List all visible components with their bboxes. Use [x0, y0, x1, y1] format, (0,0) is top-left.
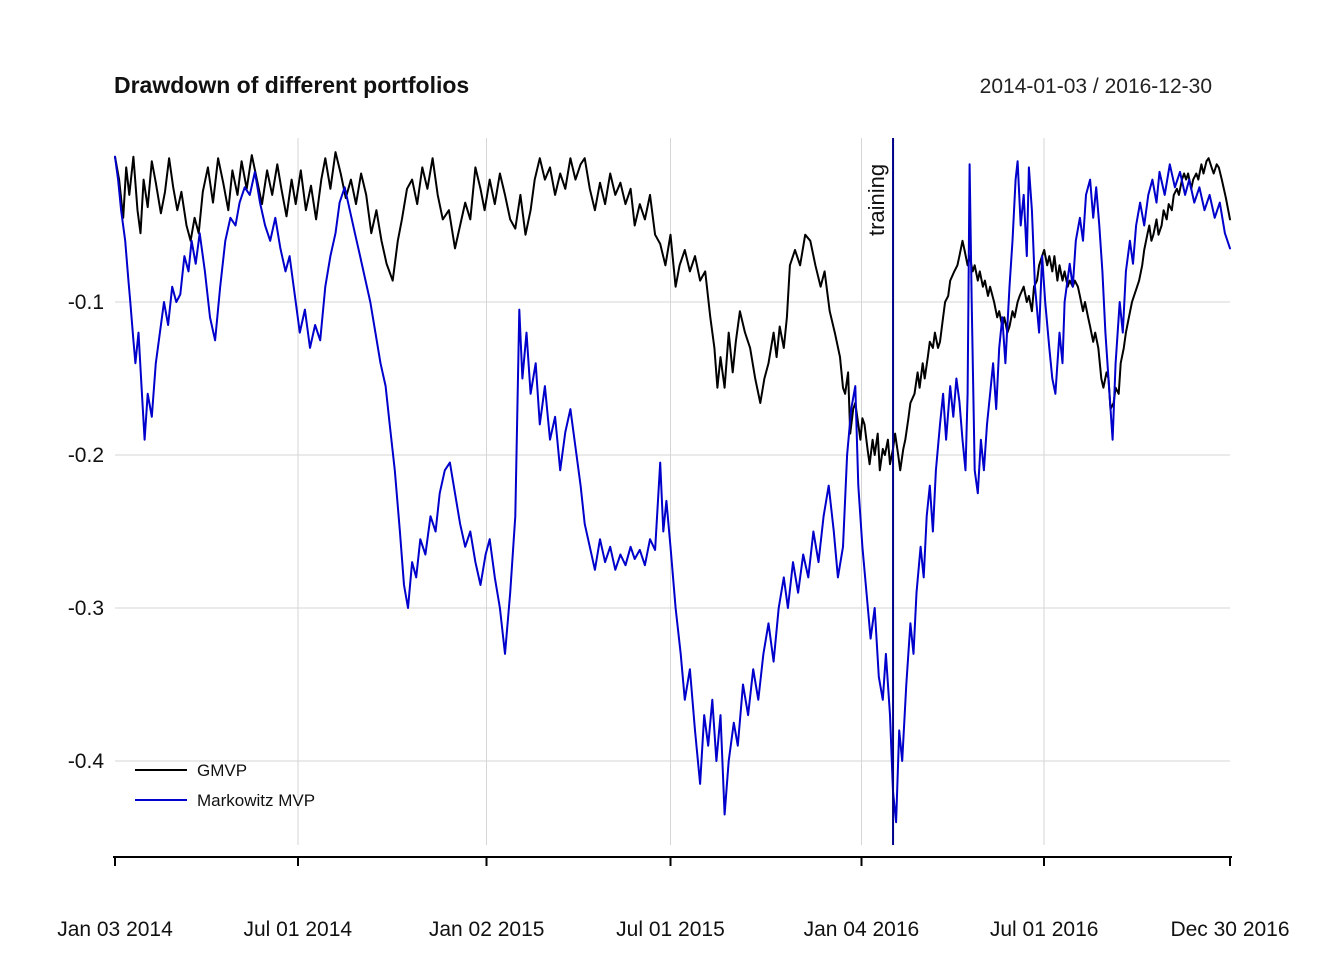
series-line-markowitz-mvp — [114, 155, 1231, 824]
y-tick-label: -0.1 — [68, 291, 104, 314]
legend-label: GMVP — [197, 761, 247, 780]
y-tick-label: -0.4 — [68, 750, 105, 773]
series-line-gmvp — [114, 151, 1231, 472]
x-tick-label: Jul 01 2014 — [243, 918, 352, 941]
training-label: training — [864, 164, 889, 236]
x-tick-label: Jan 03 2014 — [57, 918, 173, 941]
legend-label: Markowitz MVP — [197, 791, 315, 810]
chart-date-range: 2014-01-03 / 2016-12-30 — [979, 75, 1212, 98]
y-tick-label: -0.2 — [68, 444, 104, 467]
x-tick-label: Jul 01 2015 — [616, 918, 725, 941]
x-tick-label: Jul 01 2016 — [990, 918, 1099, 941]
y-tick-label: -0.3 — [68, 597, 104, 620]
x-tick-label: Jan 04 2016 — [804, 918, 920, 941]
x-tick-label: Dec 30 2016 — [1170, 918, 1289, 941]
x-tick-label: Jan 02 2015 — [429, 918, 545, 941]
chart-title: Drawdown of different portfolios — [114, 72, 470, 98]
